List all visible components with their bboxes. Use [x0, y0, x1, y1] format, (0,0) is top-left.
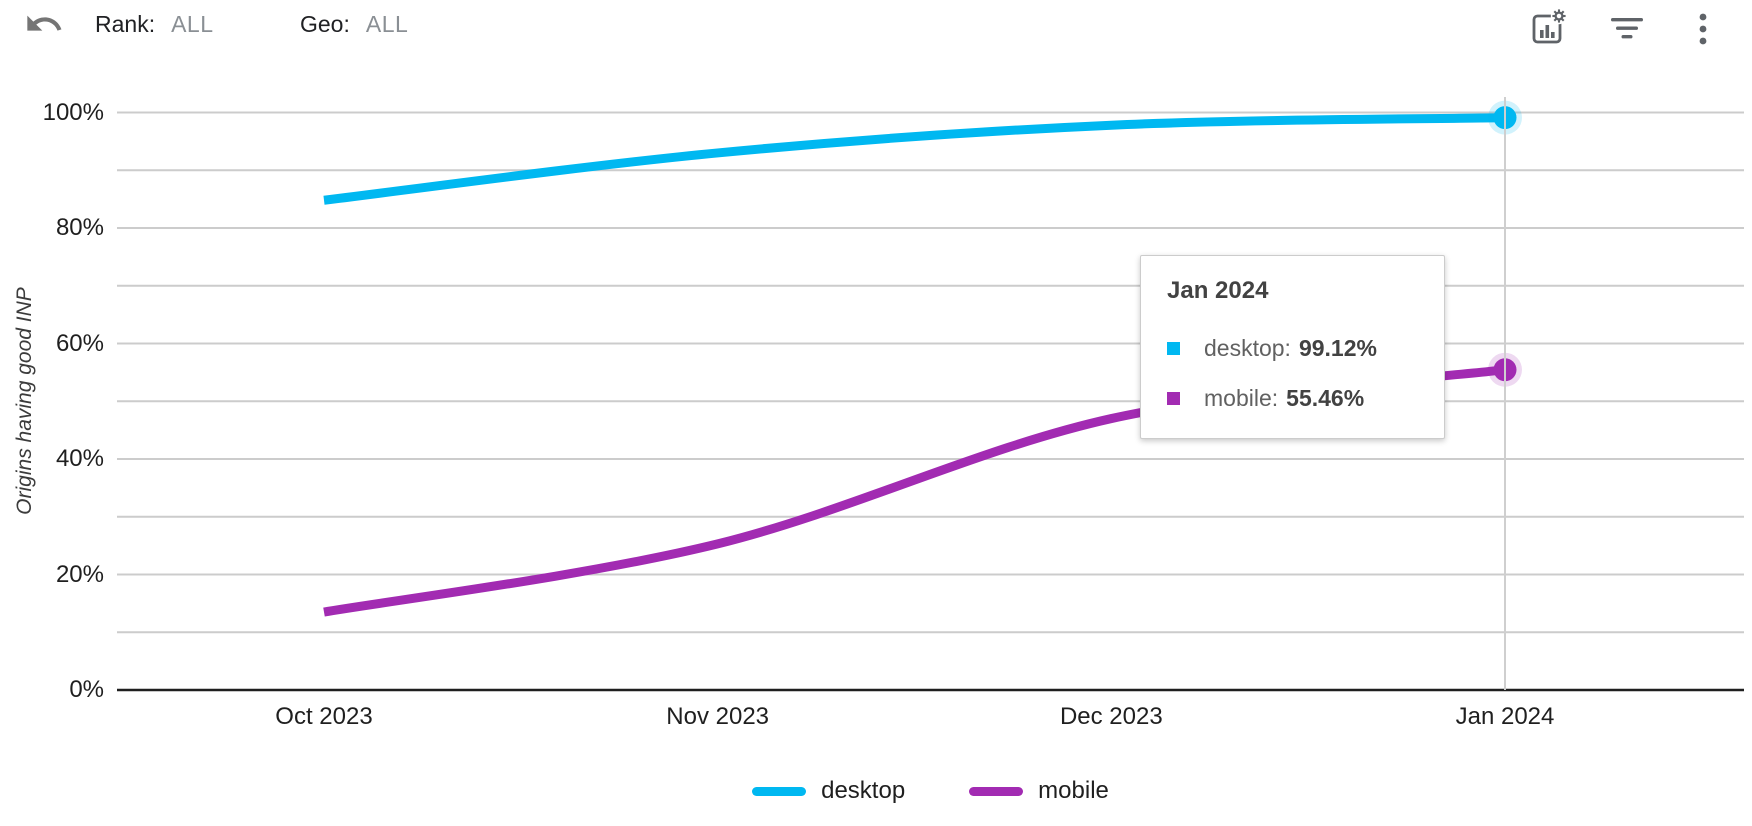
tooltip-value: 99.12% [1298, 334, 1377, 361]
legend-label: mobile [1038, 777, 1109, 804]
rank-filter-control[interactable]: Rank: ALL [95, 11, 214, 38]
y-axis-tick-label: 80% [55, 214, 104, 241]
chart-settings-icon[interactable] [1528, 6, 1568, 46]
filter-icon[interactable] [1607, 10, 1647, 46]
geo-filter-control[interactable]: Geo: ALL [300, 11, 408, 38]
tooltip-row-desktop: desktop: 99.12% [1167, 334, 1444, 362]
tooltip-label: desktop: [1204, 334, 1291, 361]
tooltip-title: Jan 2024 [1167, 277, 1269, 304]
toolbar: Rank: ALL Geo: ALL [0, 0, 1752, 56]
legend-item-mobile[interactable]: mobile [969, 777, 1109, 805]
y-axis-tick-label: 100% [42, 98, 104, 126]
more-vertical-icon[interactable] [1697, 8, 1709, 48]
inp-trend-chart: Origins having good INP 0% 20% 40% 60% 80% 10… [0, 56, 1752, 826]
rank-label: Rank: [95, 11, 156, 37]
desktop-swatch-icon [1167, 341, 1180, 355]
desktop-line-swatch-icon [752, 786, 807, 796]
x-axis-tick-label: Nov 2023 [666, 703, 770, 730]
geo-value[interactable]: ALL [365, 11, 409, 37]
undo-icon[interactable] [24, 2, 64, 46]
x-axis-tick-label: Jan 2024 [1455, 703, 1555, 730]
y-axis-tick-label: 0% [69, 676, 104, 703]
chart-tooltip: Jan 2024 desktop: 99.12% mobile: 55.46% [1140, 255, 1445, 439]
geo-label: Geo: [300, 11, 350, 37]
y-axis-title: Origins having good INP [13, 287, 36, 515]
mobile-line-swatch-icon [969, 786, 1024, 796]
tooltip-value: 55.46% [1286, 384, 1365, 411]
rank-value[interactable]: ALL [171, 11, 214, 37]
legend-item-desktop[interactable]: desktop [752, 777, 905, 805]
mobile-swatch-icon [1167, 391, 1180, 405]
legend-label: desktop [821, 777, 906, 804]
chart-legend: desktop mobile [117, 771, 1744, 811]
series-line-desktop[interactable] [323, 113, 1506, 205]
y-axis-tick-label: 40% [55, 445, 104, 472]
x-axis-tick-label: Dec 2023 [1059, 703, 1163, 730]
tooltip-row-mobile: mobile: 55.46% [1167, 384, 1444, 412]
tooltip-label: mobile: [1204, 384, 1279, 411]
x-axis-tick-label: Oct 2023 [275, 703, 373, 730]
y-axis-tick-label: 20% [55, 560, 104, 588]
y-axis-tick-label: 60% [55, 329, 104, 357]
